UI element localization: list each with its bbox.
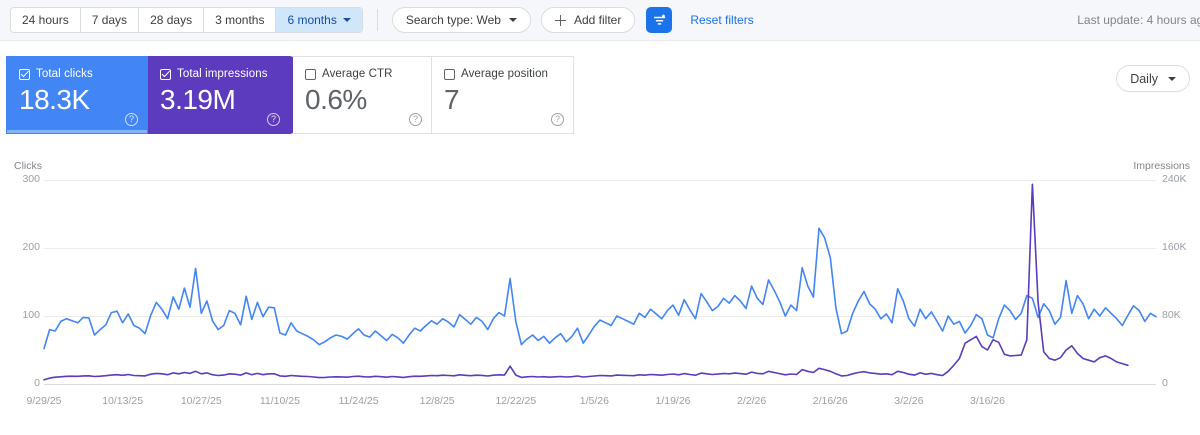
performance-chart: Clicks Impressions 0 0 100 80K 200 160K 300 240… bbox=[0, 150, 1200, 435]
metric-label-total-clicks: Total clicks bbox=[36, 68, 93, 80]
top-toolbar: 24 hours 7 days 28 days 3 months 6 month… bbox=[0, 0, 1200, 41]
help-icon[interactable]: ? bbox=[267, 113, 280, 126]
last-update-text: Last update: 4 hours ago bbox=[1077, 13, 1200, 27]
x-axis-tick: 12/8/25 bbox=[419, 395, 455, 407]
y-axis-left-tick: 200 bbox=[22, 241, 40, 253]
metric-value-average-position: 7 bbox=[444, 84, 460, 115]
search-type-label: Search type: Web bbox=[405, 13, 501, 27]
chart-plot-area bbox=[43, 183, 1157, 381]
metric-label-total-impressions: Total impressions bbox=[177, 68, 268, 80]
x-axis-tick: 1/19/26 bbox=[655, 395, 691, 407]
x-axis-tick: 1/5/26 bbox=[579, 395, 609, 407]
x-axis-tick: 9/29/25 bbox=[26, 395, 62, 407]
metric-card-header: Total clicks bbox=[19, 68, 135, 80]
granularity-label: Daily bbox=[1130, 71, 1158, 86]
x-axis-tick: 3/2/26 bbox=[894, 395, 924, 407]
x-axis-tick: 11/24/25 bbox=[338, 395, 379, 407]
y-axis-left-title: Clicks bbox=[14, 160, 42, 172]
checkbox-total-impressions[interactable] bbox=[160, 68, 171, 80]
gridline bbox=[44, 316, 1156, 317]
x-axis-tick: 3/16/26 bbox=[969, 395, 1006, 407]
range-7-days[interactable]: 7 days bbox=[80, 8, 140, 32]
granularity-dropdown[interactable]: Daily bbox=[1116, 65, 1190, 92]
metric-value-total-impressions: 3.19M bbox=[160, 84, 236, 115]
x-axis-tick: 12/22/25 bbox=[495, 395, 537, 407]
gridline bbox=[44, 384, 1156, 385]
metric-value-total-clicks: 18.3K bbox=[19, 84, 90, 115]
tune-icon-button[interactable] bbox=[646, 7, 673, 33]
checkbox-average-ctr[interactable] bbox=[305, 68, 316, 80]
chevron-down-icon bbox=[342, 18, 351, 22]
metric-card-total-clicks[interactable]: Total clicks 18.3K ? bbox=[6, 56, 148, 134]
range-28-days[interactable]: 28 days bbox=[139, 8, 205, 32]
x-axis-tick: 11/10/25 bbox=[259, 395, 300, 407]
reset-filters-link[interactable]: Reset filters bbox=[690, 13, 753, 27]
metric-cards: Total clicks 18.3K ? Total impressions 3… bbox=[6, 56, 574, 134]
x-axis-tick: 10/27/25 bbox=[180, 395, 222, 407]
add-filter-button[interactable]: Add filter bbox=[540, 7, 636, 33]
metric-value-average-ctr: 0.6% bbox=[305, 84, 367, 115]
y-axis-right-tick: 0 bbox=[1162, 377, 1168, 389]
reset-filters-label: Reset filters bbox=[690, 13, 754, 27]
metric-card-average-ctr[interactable]: Average CTR 0.6% ? bbox=[290, 56, 432, 134]
checkbox-average-position[interactable] bbox=[444, 68, 455, 80]
date-range-segmented-control[interactable]: 24 hours 7 days 28 days 3 months 6 month… bbox=[10, 7, 363, 33]
toolbar-divider bbox=[376, 9, 378, 31]
search-type-dropdown[interactable]: Search type: Web bbox=[391, 7, 531, 33]
chart-line-clicks bbox=[43, 227, 1157, 350]
help-icon[interactable]: ? bbox=[409, 113, 422, 126]
x-axis-tick: 2/2/26 bbox=[737, 395, 767, 407]
range-6-months-label: 6 months bbox=[287, 13, 337, 27]
metric-card-header: Average position bbox=[444, 68, 561, 80]
metric-card-total-impressions[interactable]: Total impressions 3.19M ? bbox=[148, 56, 290, 134]
chevron-down-icon bbox=[1168, 76, 1176, 81]
chart-line-impressions bbox=[43, 183, 1129, 381]
help-icon[interactable]: ? bbox=[125, 113, 138, 126]
range-3-months-label: 3 months bbox=[215, 13, 265, 27]
y-axis-left-tick: 300 bbox=[22, 173, 40, 185]
range-3-months[interactable]: 3 months bbox=[204, 8, 277, 32]
gridline bbox=[44, 180, 1156, 181]
metric-card-average-position[interactable]: Average position 7 ? bbox=[432, 56, 574, 134]
y-axis-right-tick: 160K bbox=[1162, 241, 1187, 253]
range-24-hours[interactable]: 24 hours bbox=[11, 8, 81, 32]
y-axis-left-tick: 0 bbox=[34, 377, 40, 389]
range-7-days-label: 7 days bbox=[91, 13, 128, 27]
metric-card-header: Total impressions bbox=[160, 68, 277, 80]
tune-icon bbox=[653, 14, 665, 25]
metric-label-average-ctr: Average CTR bbox=[322, 68, 393, 80]
plus-icon bbox=[554, 14, 566, 26]
range-28-days-label: 28 days bbox=[150, 13, 193, 27]
x-axis-tick: 10/13/25 bbox=[102, 395, 144, 407]
gridline bbox=[44, 248, 1156, 249]
add-filter-label: Add filter bbox=[573, 13, 622, 27]
help-icon[interactable]: ? bbox=[551, 113, 564, 126]
x-axis-tick: 2/16/26 bbox=[812, 395, 848, 407]
metric-label-average-position: Average position bbox=[461, 68, 549, 80]
checkbox-total-clicks[interactable] bbox=[19, 68, 30, 80]
chevron-down-icon bbox=[508, 18, 517, 22]
metric-card-header: Average CTR bbox=[305, 68, 419, 80]
y-axis-right-title: Impressions bbox=[1133, 160, 1190, 172]
range-6-months[interactable]: 6 months bbox=[276, 8, 362, 32]
range-24-hours-label: 24 hours bbox=[22, 13, 69, 27]
y-axis-right-tick: 80K bbox=[1162, 309, 1181, 321]
y-axis-right-tick: 240K bbox=[1162, 173, 1187, 185]
y-axis-left-tick: 100 bbox=[22, 309, 40, 321]
